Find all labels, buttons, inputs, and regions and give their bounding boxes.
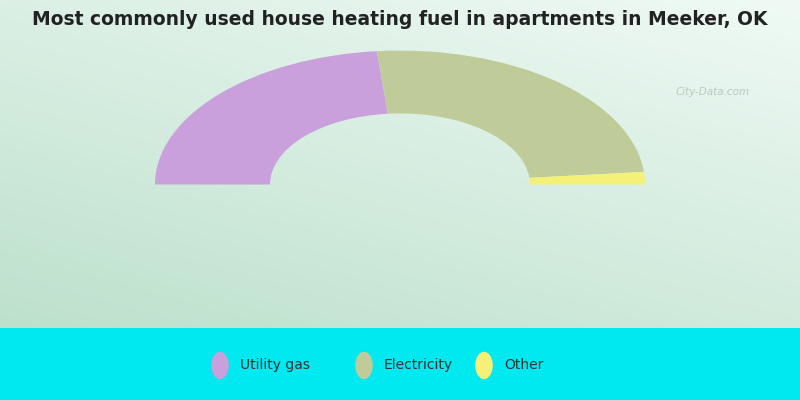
Wedge shape: [155, 51, 388, 184]
Text: Utility gas: Utility gas: [240, 358, 310, 372]
Text: City-Data.com: City-Data.com: [676, 87, 750, 97]
Text: Electricity: Electricity: [384, 358, 453, 372]
Ellipse shape: [355, 352, 373, 379]
Wedge shape: [377, 50, 644, 178]
Ellipse shape: [475, 352, 493, 379]
Ellipse shape: [211, 352, 229, 379]
Wedge shape: [530, 172, 645, 184]
Text: Other: Other: [504, 358, 543, 372]
Text: Most commonly used house heating fuel in apartments in Meeker, OK: Most commonly used house heating fuel in…: [32, 10, 768, 29]
